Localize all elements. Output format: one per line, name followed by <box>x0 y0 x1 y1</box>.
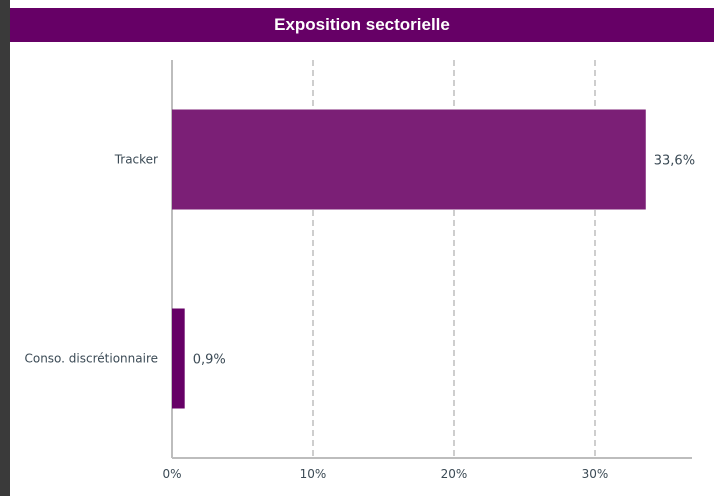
title-gap <box>10 0 714 8</box>
x-tick-label: 0% <box>162 467 181 481</box>
x-tick-label: 20% <box>441 467 468 481</box>
bars <box>172 109 646 409</box>
category-label: Tracker <box>114 153 158 167</box>
x-tick-label: 10% <box>300 467 327 481</box>
bar <box>172 308 185 409</box>
chart-title: Exposition sectorielle <box>10 8 714 42</box>
bar <box>172 109 646 210</box>
labels: 0% 10% 20% 30% Tracker 33,6% Conso. discrétion… <box>24 153 695 482</box>
x-tick-label: 30% <box>582 467 609 481</box>
category-label: Conso. discrétionnaire <box>24 352 158 366</box>
data-label: 33,6% <box>654 154 695 169</box>
grid-lines <box>312 60 596 458</box>
data-label: 0,9% <box>193 353 226 368</box>
